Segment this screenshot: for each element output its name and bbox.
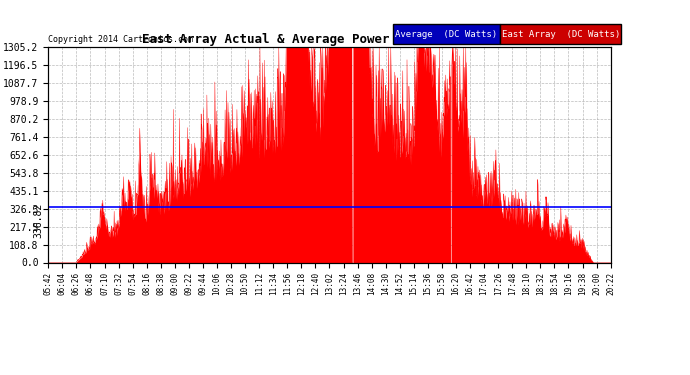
Text: Average  (DC Watts): Average (DC Watts) <box>395 30 497 39</box>
Text: Copyright 2014 Cartronics.com: Copyright 2014 Cartronics.com <box>48 35 193 44</box>
Text: East Array  (DC Watts): East Array (DC Watts) <box>502 30 620 39</box>
Title: East Array Actual & Average Power Wed Jun 25 20:29: East Array Actual & Average Power Wed Ju… <box>142 33 517 46</box>
